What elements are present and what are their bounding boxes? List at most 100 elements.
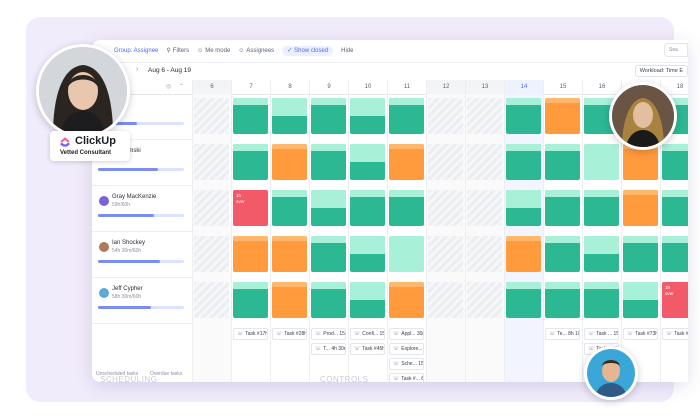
capacity-cell[interactable] [662, 190, 688, 226]
capacity-cell[interactable] [311, 190, 346, 226]
capacity-cell[interactable] [233, 144, 268, 180]
capacity-cell[interactable] [350, 98, 385, 134]
capacity-cell[interactable] [311, 282, 346, 318]
near-capacity-cell[interactable] [272, 144, 307, 180]
near-capacity-cell[interactable] [272, 236, 307, 272]
overdue-tasks-link[interactable]: Overdue tasks [150, 371, 183, 377]
near-capacity-cell[interactable] [272, 282, 307, 318]
overloaded-cell[interactable]: 1h over [662, 282, 688, 318]
capacity-cell[interactable] [545, 236, 580, 272]
task-chip[interactable]: ☏Sche... 15m [389, 358, 424, 370]
capacity-cell[interactable] [272, 190, 307, 226]
task-chip[interactable]: ☏Te... 8h 10m [545, 328, 580, 340]
capacity-cell[interactable] [272, 98, 307, 134]
capacity-cell[interactable] [389, 190, 424, 226]
task-chip[interactable]: ☏Confi... 15m [350, 328, 385, 340]
task-chip[interactable]: ☏ Task #28h [272, 328, 307, 340]
task-label: Sche... 15m [401, 361, 424, 367]
capacity-cell[interactable] [233, 282, 268, 318]
task-chip[interactable]: ☏Task #88h [662, 328, 688, 340]
assignee-row[interactable]: Gray MacKenzie 59h/60h [92, 186, 192, 232]
non-working-day-cell [467, 190, 502, 226]
remaining-capacity [506, 236, 541, 242]
assignee-row[interactable] [92, 94, 192, 140]
hide-button[interactable]: Hide [341, 48, 353, 54]
capacity-cell[interactable] [545, 190, 580, 226]
capacity-cell[interactable] [350, 190, 385, 226]
workload-dropdown[interactable]: Workload: Time E [634, 65, 688, 77]
remaining-capacity [662, 98, 688, 106]
filters-button[interactable]: ⚲ Filters [166, 48, 189, 54]
light-load-cell[interactable] [389, 236, 424, 272]
search-input[interactable]: Sea [664, 43, 688, 57]
capacity-cell[interactable] [662, 144, 688, 180]
day-header-6: 6 [192, 80, 231, 94]
capacity-cell[interactable] [584, 282, 619, 318]
assignees-label: Assignees [246, 48, 275, 54]
capacity-cell[interactable] [506, 190, 541, 226]
near-capacity-cell[interactable] [233, 236, 268, 272]
task-chip[interactable]: ☏ Task #73h [623, 328, 658, 340]
capacity-cell[interactable] [506, 144, 541, 180]
day-header-8: 8 [270, 80, 309, 94]
search-placeholder: Sea [669, 47, 678, 53]
remaining-capacity [272, 144, 307, 150]
task-chip[interactable]: ☏Task #... 6h [389, 373, 424, 382]
capacity-cell[interactable] [350, 236, 385, 272]
capacity-cell[interactable] [584, 236, 619, 272]
task-chip[interactable]: ☏ Task #17h [233, 328, 268, 340]
capacity-cell[interactable] [623, 236, 658, 272]
near-capacity-cell[interactable] [389, 144, 424, 180]
chevron-right-icon[interactable]: › [136, 66, 139, 73]
assignee-row[interactable]: Ian Shockey 54h 30m/60h [92, 232, 192, 278]
task-chip[interactable]: ☏Explore... 30m [389, 343, 424, 355]
capacity-cell[interactable] [311, 98, 346, 134]
capacity-cell[interactable] [350, 144, 385, 180]
capacity-cell[interactable] [233, 98, 268, 134]
capacity-cell[interactable] [506, 98, 541, 134]
task-chip[interactable]: ☏ Task #45h [350, 343, 385, 355]
capacity-cell[interactable] [311, 236, 346, 272]
me-mode-button[interactable]: ☺ Me mode [197, 48, 230, 54]
capacity-cell[interactable] [389, 98, 424, 134]
capacity-cell[interactable] [545, 282, 580, 318]
consultant-photo [36, 44, 130, 138]
near-capacity-cell[interactable] [623, 190, 658, 226]
near-capacity-cell[interactable] [506, 236, 541, 272]
show-closed-button[interactable]: ✓ Show closed [282, 46, 334, 56]
capacity-cell[interactable] [545, 144, 580, 180]
task-chip[interactable]: ☏Prod... 15m [311, 328, 346, 340]
capacity-cell[interactable] [584, 190, 619, 226]
group-by-button[interactable]: Group: Assignee [114, 48, 158, 54]
non-working-day-cell [194, 282, 229, 318]
non-working-day-cell [194, 98, 229, 134]
column-divider [504, 94, 505, 382]
day-header-16: 16 [582, 80, 621, 94]
assignee-row[interactable]: Jeff Cypher 58h 30m/60h [92, 278, 192, 324]
column-divider [660, 94, 661, 382]
light-load-cell[interactable] [584, 144, 619, 180]
capacity-cell[interactable] [506, 282, 541, 318]
capacity-cell[interactable] [662, 236, 688, 272]
column-divider [192, 94, 193, 382]
near-capacity-cell[interactable] [389, 282, 424, 318]
capacity-cell[interactable] [623, 282, 658, 318]
task-chip[interactable]: ☏Task ... 15m [584, 328, 619, 340]
task-chip[interactable]: ☏ T... 4h 30m [311, 343, 346, 355]
remaining-capacity [272, 190, 307, 198]
task-chip[interactable]: ☏Appl... 30m [389, 328, 424, 340]
assignee-hours: 58h 30m/60h [112, 294, 142, 300]
assignees-button[interactable]: ☺ Assignees [238, 48, 274, 54]
capacity-bar-fill [98, 122, 137, 125]
task-label: Task #88h [674, 331, 688, 337]
eye-icon[interactable]: ◎ ⌃ [166, 84, 187, 90]
capacity-cell[interactable] [350, 282, 385, 318]
avatar [98, 287, 110, 299]
near-capacity-cell[interactable] [623, 144, 658, 180]
person-icon: ☺ [197, 48, 204, 54]
capacity-cell[interactable] [311, 144, 346, 180]
near-capacity-cell[interactable] [545, 98, 580, 134]
overloaded-cell[interactable]: 1h over [233, 190, 268, 226]
unscheduled-tasks-link[interactable]: Unscheduled tasks [96, 371, 139, 377]
phone-icon: ☏ [393, 376, 400, 382]
